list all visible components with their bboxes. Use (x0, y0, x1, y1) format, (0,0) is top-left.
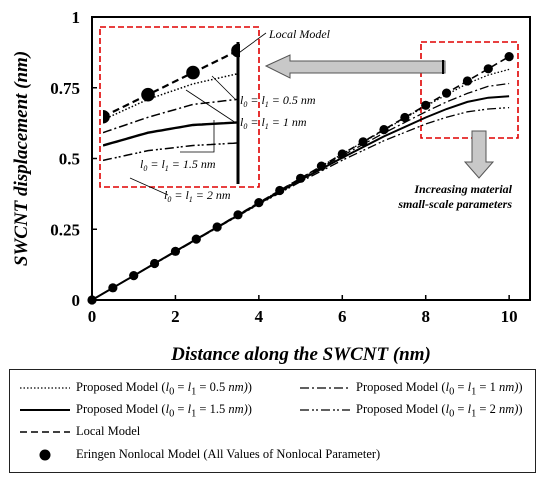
x-tick-label: 8 (421, 307, 430, 326)
leader-l1 (185, 89, 237, 124)
inset-series-line-2 (103, 121, 239, 147)
annotation-increasing-1: Increasing material (413, 182, 512, 196)
annotation-l2: l0 = l1 = 2 nm (164, 188, 231, 204)
annotation-l1: l0 = l1 = 1 nm (240, 115, 307, 131)
legend: Proposed Model (l0 = l1 = 0.5 nm)) Propo… (9, 369, 536, 473)
eringen-point (379, 125, 389, 135)
annotation-l15: l0 = l1 = 1.5 nm (140, 157, 216, 173)
x-tick-label: 6 (338, 307, 347, 326)
inset-border (99, 26, 260, 188)
inset-eringen-point (186, 65, 200, 80)
y-tick-label: 0.75 (50, 79, 80, 98)
y-tick-label: 0 (72, 291, 81, 310)
inset-series-line-3 (103, 142, 239, 162)
inset-series (103, 43, 240, 162)
eringen-point (358, 137, 368, 147)
eringen-point (316, 161, 327, 171)
series-layer (87, 52, 514, 305)
eringen-point (483, 64, 493, 74)
eringen-point (421, 100, 431, 110)
inset-background (103, 30, 238, 184)
eringen-point (191, 234, 201, 244)
eringen-point (233, 210, 243, 220)
leader-l15 (180, 120, 215, 153)
inset-series-line-4 (103, 49, 239, 118)
inset-series-line-1 (103, 98, 239, 134)
x-tick-label: 2 (171, 307, 180, 326)
y-tick-label: 0.5 (59, 150, 80, 169)
annotation-l05: l0 = l1 = 0.5 nm (240, 93, 316, 109)
eringen-point (149, 258, 160, 269)
legend-entry-l05: Proposed Model (l0 = l1 = 0.5 nm)) (20, 380, 252, 398)
inset-eringen-point (141, 87, 155, 102)
series-line-1 (91, 82, 510, 301)
series-line-4 (91, 55, 510, 301)
x-axis-label: Distance along the SWCNT (nm) (170, 344, 431, 365)
legend-entry-l2: Proposed Model (l0 = l1 = 2 nm)) (300, 402, 523, 420)
eringen-point (400, 112, 410, 123)
annotation-increasing-2: small-scale parameters (397, 197, 512, 211)
down-arrow (463, 130, 495, 179)
left-arrow (264, 54, 446, 79)
annotations: Local Model l0 = l1 = 0.5 nm l0 = l1 = 1 n… (129, 27, 513, 211)
leader-l2 (129, 177, 169, 196)
leader-local-model (235, 32, 267, 56)
x-tick-label: 0 (88, 307, 97, 326)
leader-l05 (211, 75, 237, 101)
annotation-local-model: Local Model (268, 27, 331, 41)
inset-series-line-0 (103, 72, 239, 121)
legend-entry-local: Local Model (20, 424, 141, 438)
eringen-point (462, 76, 473, 86)
legend-entry-l1: Proposed Model (l0 = l1 = 1 nm)) (300, 380, 523, 398)
legend-entry-l15: Proposed Model (l0 = l1 = 1.5 nm)) (20, 402, 252, 420)
zoom-region-box (420, 41, 519, 139)
eringen-point (275, 185, 285, 196)
eringen-point (441, 88, 452, 98)
eringen-point (212, 222, 222, 232)
y-tick-label: 1 (72, 8, 81, 27)
x-tick-label: 10 (501, 307, 518, 326)
eringen-point (254, 198, 264, 208)
eringen-point (295, 173, 306, 183)
eringen-point (108, 283, 118, 293)
y-axis-label: SWCNT displacement (nm) (11, 51, 32, 266)
inset-eringen-point (103, 109, 110, 124)
eringen-point (170, 246, 181, 256)
eringen-point (87, 295, 97, 305)
eringen-point (504, 52, 514, 62)
eringen-point (129, 271, 139, 281)
eringen-point (337, 149, 347, 159)
zoom-inset (99, 26, 519, 188)
y-tick-label: 0.25 (50, 220, 80, 239)
legend-entry-eringen: Eringen Nonlocal Model (All Values of No… (20, 446, 380, 462)
x-tick-label: 4 (255, 307, 264, 326)
axes: 0 2 4 6 8 10 0 0.25 0.5 0.75 1 Distance along the S… (11, 8, 531, 365)
